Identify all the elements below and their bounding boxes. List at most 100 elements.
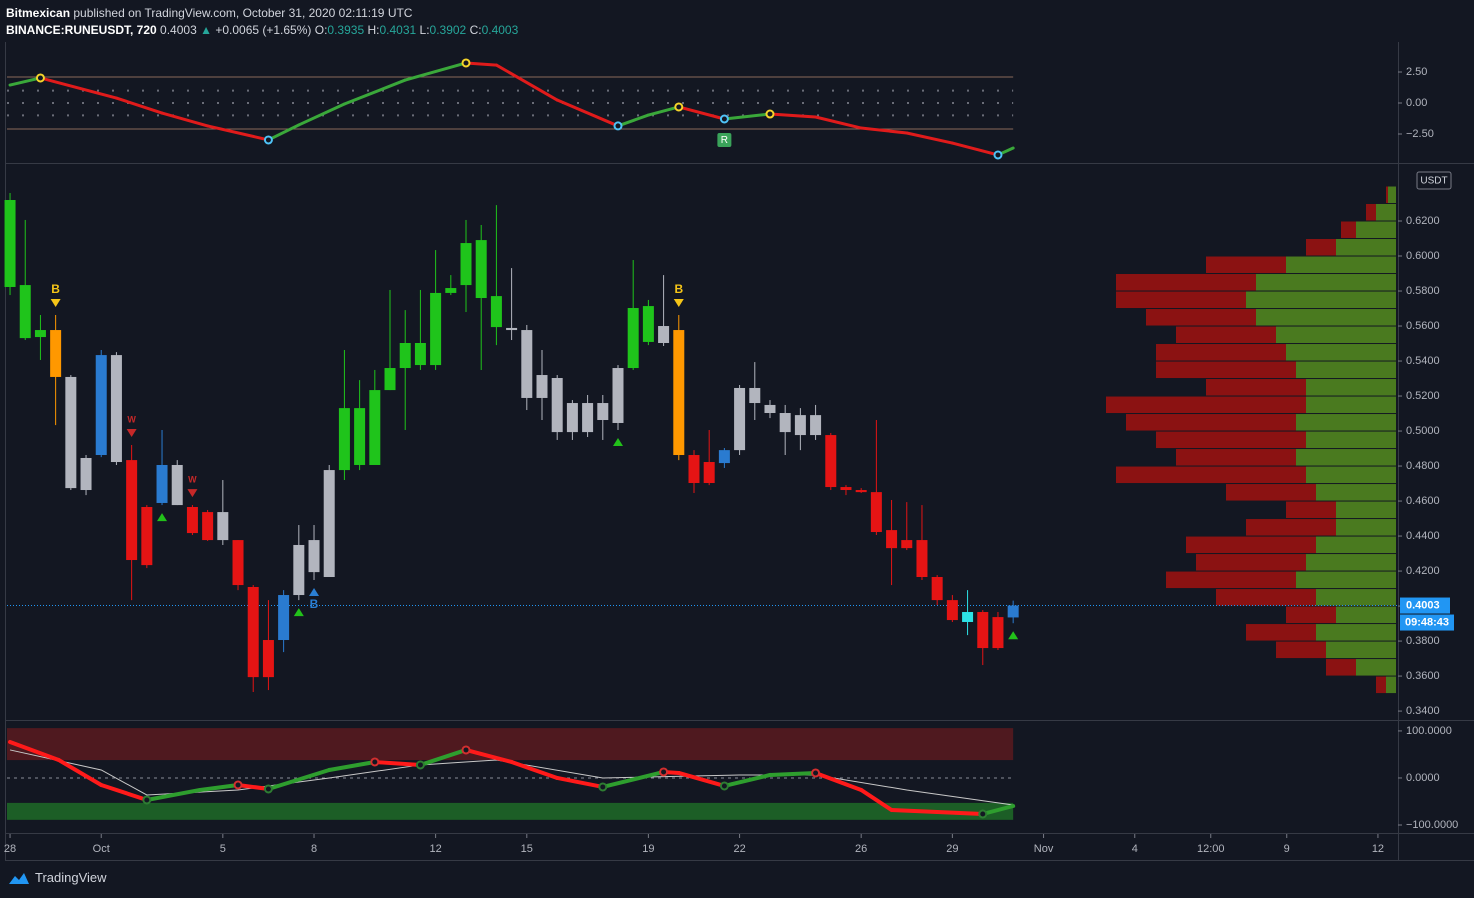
ohlc-value: 0.4031 <box>379 23 417 37</box>
indicator-line <box>160 111 210 128</box>
y-tick-label: 0.4600 <box>1406 495 1440 507</box>
candle-body <box>110 355 122 463</box>
volume-sell <box>1326 659 1356 676</box>
volume-sell <box>1276 641 1326 659</box>
indicator-line <box>555 98 620 128</box>
candle-body <box>171 464 183 506</box>
y-tick-label: 0.00 <box>1406 97 1427 109</box>
candle-body <box>80 457 92 491</box>
candle-body <box>65 376 77 489</box>
signal-triangle <box>309 587 320 596</box>
volume-sell <box>1341 221 1356 239</box>
volume-sell <box>1286 501 1336 519</box>
indicator-line <box>206 124 270 142</box>
signal-triangle <box>612 437 623 446</box>
candle-body <box>627 307 639 369</box>
volume-sell <box>1186 536 1316 554</box>
candle-body <box>810 415 822 436</box>
y-tick-label: −100.0000 <box>1406 819 1458 831</box>
y-tick-label: 0.6000 <box>1406 250 1440 262</box>
indicator-line <box>889 808 940 814</box>
indicator-line <box>509 759 560 780</box>
candle-body <box>232 540 244 586</box>
y-tick-label: 0.6200 <box>1406 215 1440 227</box>
volume-buy <box>1336 519 1396 536</box>
candle-body <box>34 330 46 338</box>
signal-triangle <box>187 489 198 498</box>
indicator-line <box>722 112 772 121</box>
peak-marker <box>674 102 684 112</box>
last-price-box <box>1400 597 1450 614</box>
signal-triangle <box>673 298 684 307</box>
y-tick-label: 0.3800 <box>1406 635 1440 647</box>
y-tick-label: 0.4800 <box>1406 460 1440 472</box>
zone <box>7 728 1014 761</box>
signal-label: B <box>310 597 319 611</box>
footer: TradingView <box>8 870 107 885</box>
volume-buy <box>1246 291 1396 309</box>
volume-buy <box>1306 379 1396 396</box>
volume-sell <box>1156 431 1306 449</box>
y-tick-label: 0.3600 <box>1406 670 1440 682</box>
volume-buy <box>1316 536 1396 554</box>
trough-marker <box>719 781 729 791</box>
y-tick-label: 0.5800 <box>1406 285 1440 297</box>
header: Bitmexican published on TradingView.com,… <box>6 5 518 39</box>
indicator-line <box>935 809 985 816</box>
candle-body <box>916 540 928 578</box>
candle-body <box>399 342 411 369</box>
x-tick-label: 9 <box>1284 843 1290 855</box>
candle-body <box>688 455 700 484</box>
indicator-line <box>8 739 61 762</box>
candle-body <box>506 327 518 331</box>
peak-marker <box>659 767 669 777</box>
x-tick-label: 22 <box>733 843 745 855</box>
candle-body <box>126 460 138 561</box>
y-tick-label: 0.4400 <box>1406 530 1440 542</box>
candle-body <box>764 404 776 414</box>
volume-buy <box>1306 466 1396 484</box>
indicator-line <box>616 113 650 128</box>
candle-body <box>779 413 791 433</box>
ohlc: O:0.3935 H:0.4031 L:0.3902 C:0.4003 <box>315 23 519 37</box>
candle-body <box>931 577 943 601</box>
volume-buy <box>1316 484 1396 501</box>
candle-body <box>551 378 563 433</box>
indicator-line <box>372 759 423 767</box>
symbol: BINANCE:RUNEUSDT, 720 <box>6 23 157 37</box>
y-tick-label: 0.0000 <box>1406 772 1440 784</box>
volume-sell <box>1206 379 1306 396</box>
indicator-line <box>266 767 332 791</box>
indicator-line <box>646 105 681 117</box>
volume-sell <box>1116 466 1306 484</box>
indicator-line <box>555 775 605 789</box>
volume-sell <box>1156 361 1296 379</box>
peak-marker <box>461 58 471 68</box>
signal-label: W <box>127 414 136 424</box>
signal-label: W <box>188 474 197 484</box>
volume-sell <box>1366 204 1376 221</box>
candle-body <box>901 540 913 549</box>
indicator-line <box>297 102 346 127</box>
peak-marker <box>765 109 775 119</box>
candle-body <box>308 540 320 573</box>
x-tick-label: 12 <box>1372 843 1384 855</box>
indicator-line <box>768 112 818 119</box>
x-tick-label: 12 <box>429 843 441 855</box>
brand: TradingView <box>35 870 107 885</box>
candle-body <box>475 240 487 299</box>
volume-buy <box>1296 361 1396 379</box>
volume-buy <box>1306 431 1396 449</box>
y-tick-label: 100.0000 <box>1406 725 1452 737</box>
candle-body <box>673 330 685 456</box>
indicator-line <box>99 782 149 802</box>
candle-body <box>597 403 609 421</box>
indicator-line <box>494 63 559 102</box>
candle-body <box>293 544 305 596</box>
indicator-line <box>8 76 42 87</box>
publish-line: Bitmexican published on TradingView.com,… <box>6 5 518 22</box>
indicator-line <box>56 757 104 787</box>
trough-marker <box>598 782 608 792</box>
change: +0.0065 (+1.65%) <box>215 23 312 37</box>
